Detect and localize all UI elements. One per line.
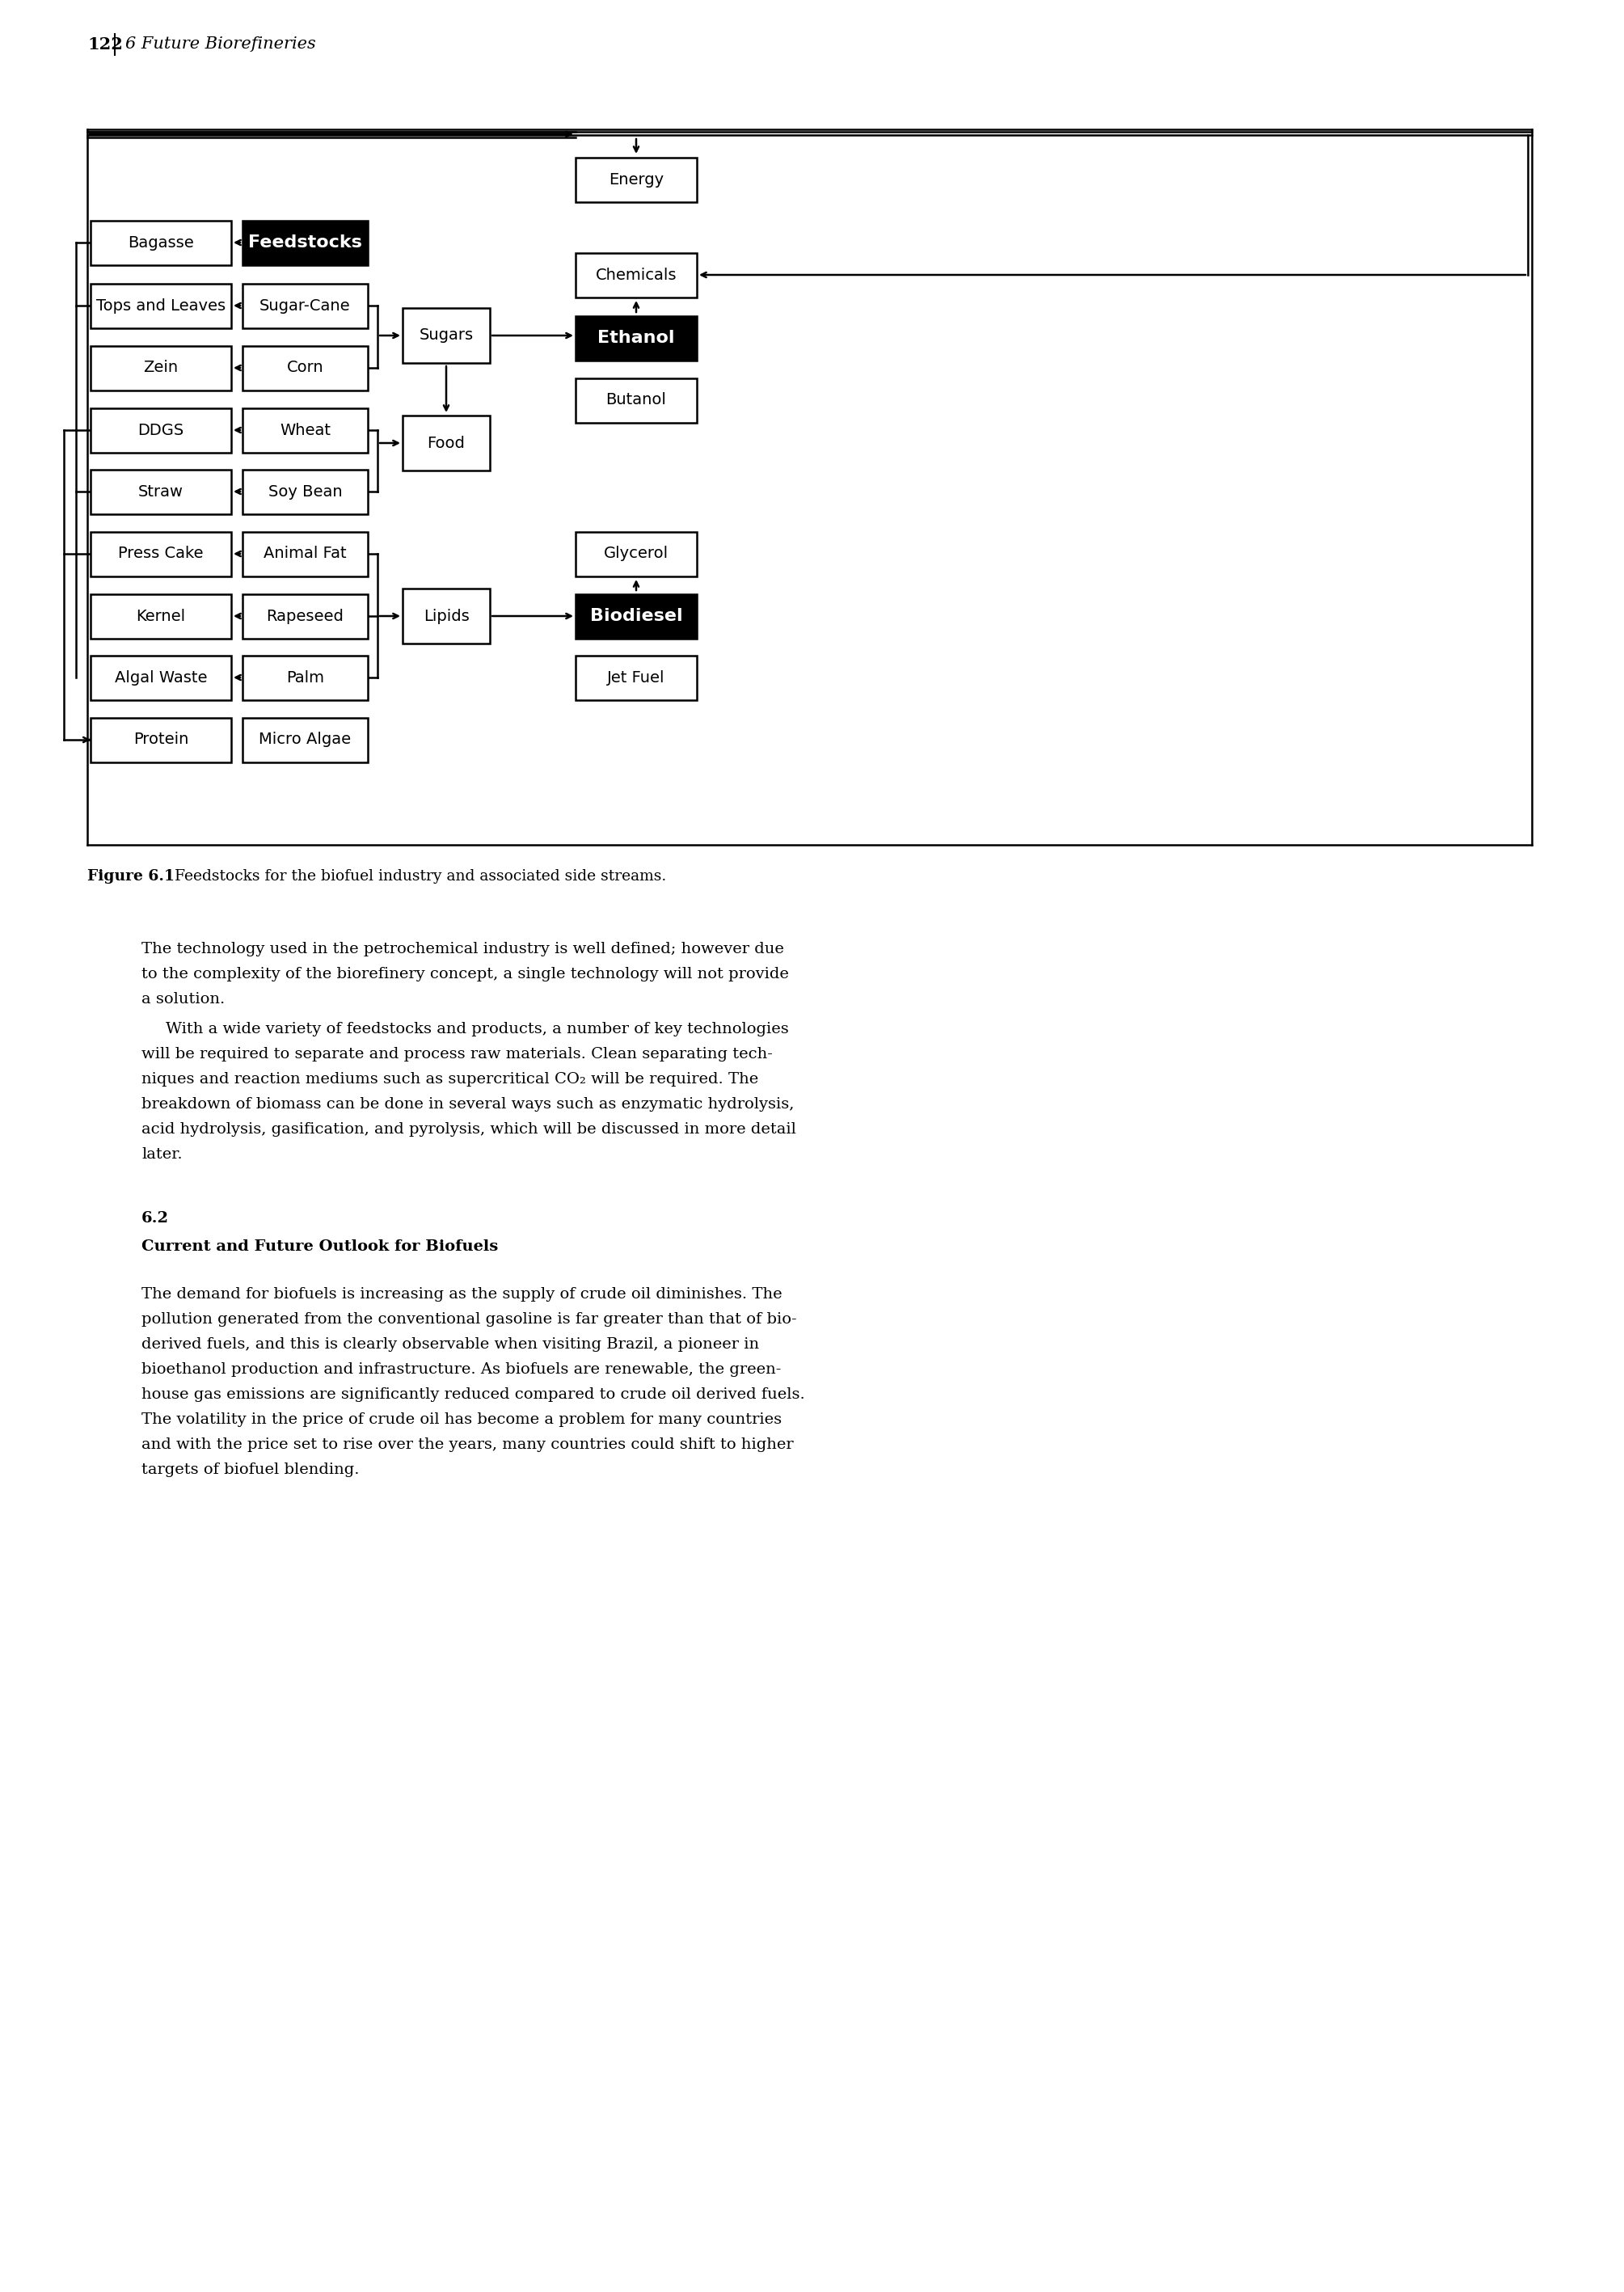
Bar: [91, 408, 231, 452]
Bar: [91, 346, 231, 390]
Text: later.: later.: [141, 1148, 182, 1162]
Text: Current and Future Outlook for Biofuels: Current and Future Outlook for Biofuels: [141, 1240, 499, 1254]
Text: Glycerol: Glycerol: [604, 545, 669, 562]
Text: Kernel: Kernel: [136, 607, 185, 623]
Text: derived fuels, and this is clearly observable when visiting Brazil, a pioneer in: derived fuels, and this is clearly obser…: [141, 1336, 758, 1352]
Text: Butanol: Butanol: [606, 392, 666, 408]
Text: Feedstocks for the biofuel industry and associated side streams.: Feedstocks for the biofuel industry and …: [161, 869, 666, 885]
Bar: [575, 594, 697, 637]
Bar: [91, 532, 231, 575]
Bar: [575, 252, 697, 298]
Text: DDGS: DDGS: [138, 422, 184, 438]
Bar: [91, 717, 231, 761]
Text: pollution generated from the conventional gasoline is far greater than that of b: pollution generated from the conventiona…: [141, 1311, 797, 1327]
Text: Feedstocks: Feedstocks: [248, 234, 362, 250]
Text: house gas emissions are significantly reduced compared to crude oil derived fuel: house gas emissions are significantly re…: [141, 1387, 806, 1403]
Text: will be required to separate and process raw materials. Clean separating tech-: will be required to separate and process…: [141, 1047, 773, 1061]
Text: Biodiesel: Biodiesel: [590, 607, 682, 623]
Bar: [403, 307, 490, 364]
Text: breakdown of biomass can be done in several ways such as enzymatic hydrolysis,: breakdown of biomass can be done in seve…: [141, 1098, 794, 1112]
Text: a solution.: a solution.: [141, 992, 226, 1006]
Text: Bagasse: Bagasse: [128, 234, 193, 250]
Text: Chemicals: Chemicals: [596, 268, 677, 282]
Bar: [575, 316, 697, 360]
Text: acid hydrolysis, gasification, and pyrolysis, which will be discussed in more de: acid hydrolysis, gasification, and pyrol…: [141, 1123, 796, 1137]
Bar: [91, 220, 231, 266]
Bar: [575, 378, 697, 422]
Text: Zein: Zein: [143, 360, 179, 376]
Text: The volatility in the price of crude oil has become a problem for many countries: The volatility in the price of crude oil…: [141, 1412, 781, 1428]
Text: Figure 6.1: Figure 6.1: [88, 869, 175, 885]
Bar: [91, 284, 231, 328]
Text: Algal Waste: Algal Waste: [115, 669, 208, 685]
Text: Ethanol: Ethanol: [598, 330, 676, 346]
Bar: [403, 589, 490, 644]
Text: Tops and Leaves: Tops and Leaves: [96, 298, 226, 314]
Bar: [403, 415, 490, 470]
Bar: [575, 158, 697, 202]
Bar: [242, 346, 367, 390]
Text: Energy: Energy: [609, 172, 664, 188]
Text: Sugar-Cane: Sugar-Cane: [260, 298, 351, 314]
Text: Food: Food: [427, 435, 464, 452]
Text: to the complexity of the biorefinery concept, a single technology will not provi: to the complexity of the biorefinery con…: [141, 967, 789, 981]
Bar: [242, 220, 367, 266]
Bar: [242, 408, 367, 452]
Text: niques and reaction mediums such as supercritical CO₂ will be required. The: niques and reaction mediums such as supe…: [141, 1073, 758, 1086]
Text: Palm: Palm: [286, 669, 325, 685]
Text: Straw: Straw: [138, 484, 184, 500]
Text: Wheat: Wheat: [279, 422, 331, 438]
Bar: [242, 284, 367, 328]
Text: and with the price set to rise over the years, many countries could shift to hig: and with the price set to rise over the …: [141, 1437, 794, 1453]
Text: The demand for biofuels is increasing as the supply of crude oil diminishes. The: The demand for biofuels is increasing as…: [141, 1288, 783, 1302]
Text: Protein: Protein: [133, 731, 188, 747]
Text: 122: 122: [88, 37, 123, 53]
Text: With a wide variety of feedstocks and products, a number of key technologies: With a wide variety of feedstocks and pr…: [166, 1022, 789, 1036]
Text: Rapeseed: Rapeseed: [266, 607, 344, 623]
Text: Soy Bean: Soy Bean: [268, 484, 343, 500]
Text: Micro Algae: Micro Algae: [260, 731, 351, 747]
Text: 6 Future Biorefineries: 6 Future Biorefineries: [125, 37, 315, 53]
Bar: [91, 470, 231, 513]
Text: Sugars: Sugars: [419, 328, 473, 344]
Bar: [242, 532, 367, 575]
Bar: [575, 532, 697, 575]
Bar: [242, 656, 367, 699]
Bar: [242, 594, 367, 637]
Text: Press Cake: Press Cake: [119, 545, 203, 562]
Text: The technology used in the petrochemical industry is well defined; however due: The technology used in the petrochemical…: [141, 942, 784, 956]
Bar: [242, 717, 367, 761]
Bar: [91, 656, 231, 699]
Text: 6.2: 6.2: [141, 1210, 169, 1226]
Bar: [242, 470, 367, 513]
Text: Corn: Corn: [287, 360, 323, 376]
Bar: [575, 656, 697, 699]
Text: Animal Fat: Animal Fat: [263, 545, 346, 562]
Text: Lipids: Lipids: [424, 607, 469, 623]
Text: targets of biofuel blending.: targets of biofuel blending.: [141, 1462, 359, 1476]
Text: bioethanol production and infrastructure. As biofuels are renewable, the green-: bioethanol production and infrastructure…: [141, 1361, 781, 1377]
Bar: [91, 594, 231, 637]
Text: Jet Fuel: Jet Fuel: [607, 669, 666, 685]
